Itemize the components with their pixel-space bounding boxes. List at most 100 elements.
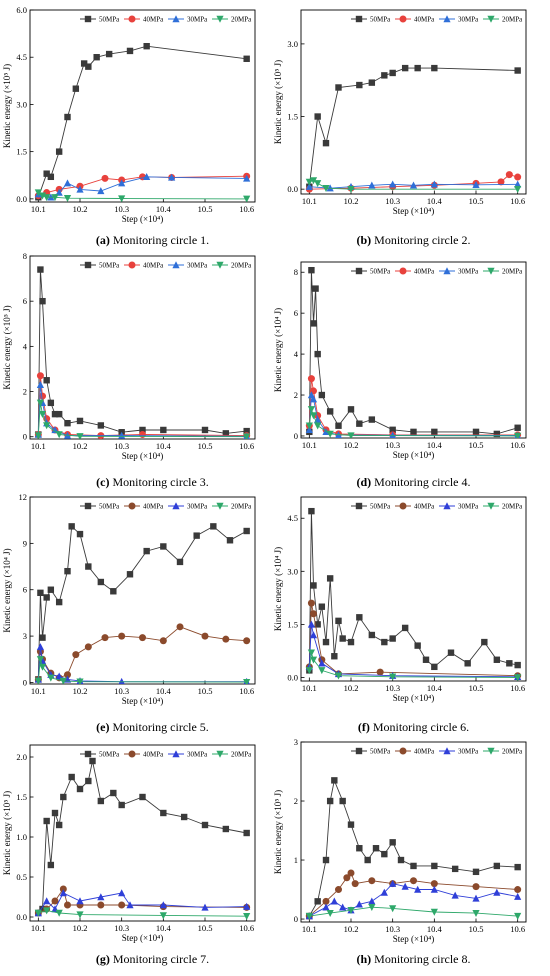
data-point-40MPa [514, 886, 522, 894]
series-line-30MPa [309, 883, 518, 917]
data-point-50MPa [326, 575, 334, 582]
y-axis-label: Kinetic energy (×10⁵ J) [2, 305, 12, 389]
data-point-30MPa [355, 900, 363, 908]
legend-swatch-marker [355, 502, 363, 510]
data-point-40MPa [376, 668, 384, 676]
data-point-50MPa [76, 530, 84, 538]
data-point-50MPa [243, 829, 250, 837]
y-tick-label: 1.5 [16, 792, 27, 802]
data-point-50MPa [493, 656, 501, 663]
x-tick-label: 10.1 [31, 686, 46, 696]
data-point-50MPa [51, 410, 59, 418]
data-point-20MPa [36, 656, 45, 664]
y-tick-label: 4 [294, 349, 299, 359]
data-point-50MPa [431, 862, 438, 870]
data-point-30MPa [97, 893, 105, 901]
data-point-50MPa [55, 410, 63, 418]
y-tick-label: 1.5 [16, 147, 27, 157]
data-point-50MPa [381, 638, 388, 646]
legend-swatch-marker [172, 502, 180, 510]
y-tick-label: 0.0 [287, 184, 298, 194]
data-point-50MPa [331, 653, 338, 660]
data-point-20MPa [305, 178, 313, 186]
series-line-50MPa [37, 760, 247, 914]
data-point-30MPa [59, 889, 67, 897]
data-point-40MPa [310, 610, 317, 618]
data-point-30MPa [243, 174, 251, 182]
y-axis-label: Kinetic energy (×10⁴ J) [273, 547, 283, 631]
data-point-50MPa [64, 113, 71, 121]
legend-swatch-marker [128, 15, 136, 23]
data-point-50MPa [126, 571, 134, 578]
x-tick-label: 10.4 [156, 441, 172, 451]
legend-swatch-marker [172, 261, 180, 269]
data-point-20MPa [514, 674, 522, 681]
data-point-40MPa [139, 430, 146, 438]
data-point-30MPa [389, 879, 397, 887]
data-point-50MPa [514, 661, 521, 669]
data-point-20MPa [34, 432, 42, 439]
data-point-50MPa [314, 898, 321, 905]
data-point-50MPa [43, 170, 50, 177]
data-point-50MPa [110, 588, 117, 595]
x-tick-label: 10.6 [239, 441, 254, 451]
legend-swatch-marker [355, 267, 363, 275]
data-point-50MPa [64, 567, 71, 575]
data-point-30MPa [322, 903, 330, 911]
panel-caption: (f) Monitoring circle 6. [358, 720, 469, 734]
legend-entry-label: 40MPa [143, 16, 164, 24]
data-point-50MPa [68, 773, 75, 781]
data-point-30MPa [368, 897, 376, 905]
legend-entry-label: 50MPa [370, 268, 391, 276]
series-line-50MPa [308, 511, 518, 671]
x-tick-label: 10.1 [31, 923, 46, 933]
x-tick-label: 10.5 [198, 923, 213, 933]
data-point-20MPa [43, 194, 51, 202]
panel-caption-text: Monitoring circle 7. [110, 952, 209, 966]
data-point-20MPa [314, 180, 322, 188]
data-point-50MPa [176, 558, 184, 566]
legend-swatch-marker [443, 15, 451, 23]
x-tick-label: 10.5 [198, 204, 213, 214]
data-point-20MPa [389, 905, 397, 913]
x-tick-label: 10.4 [427, 683, 443, 693]
data-point-50MPa [51, 809, 59, 817]
x-tick-label: 10.6 [239, 204, 254, 214]
data-point-20MPa [430, 908, 438, 916]
data-point-30MPa [118, 431, 126, 439]
panel-caption: (e) Monitoring circle 5. [96, 720, 209, 734]
data-point-30MPa [305, 182, 313, 190]
data-point-40MPa [84, 643, 92, 651]
data-point-50MPa [85, 563, 92, 570]
data-point-40MPa [472, 883, 480, 891]
series-line-40MPa [38, 887, 247, 914]
data-point-20MPa [243, 913, 251, 920]
data-point-50MPa [314, 350, 321, 358]
y-tick-label: 4 [23, 341, 28, 351]
legend-entry-label: 20MPa [231, 751, 252, 759]
y-tick-label: 6 [294, 308, 298, 318]
data-point-40MPa [307, 599, 315, 607]
data-point-50MPa [414, 64, 421, 72]
legend-swatch-marker [128, 261, 136, 269]
data-point-50MPa [160, 809, 167, 817]
legend-swatch-marker [443, 747, 451, 755]
data-point-50MPa [514, 67, 521, 74]
panel-e: 10.1 10.2 10.3 10.4 10.5 10.6 0 3 6 9 12 Step (×10⁴… [2, 492, 256, 734]
series-line-50MPa [37, 269, 247, 435]
data-point-50MPa [326, 408, 334, 415]
x-tick-label: 10.2 [73, 441, 88, 451]
data-point-50MPa [339, 797, 346, 805]
panel-letter: (h) [357, 952, 372, 966]
data-point-20MPa [309, 656, 318, 664]
legend-swatch-marker [84, 502, 92, 510]
legend-swatch-marker [84, 261, 92, 269]
panel-caption-text: Monitoring circle 1. [110, 233, 209, 247]
legend-swatch-marker [399, 747, 407, 755]
legend-entry-label: 30MPa [187, 16, 208, 24]
data-point-20MPa [63, 195, 72, 202]
data-point-30MPa [514, 180, 522, 188]
data-point-40MPa [335, 886, 342, 894]
x-tick-label: 10.5 [469, 683, 484, 693]
